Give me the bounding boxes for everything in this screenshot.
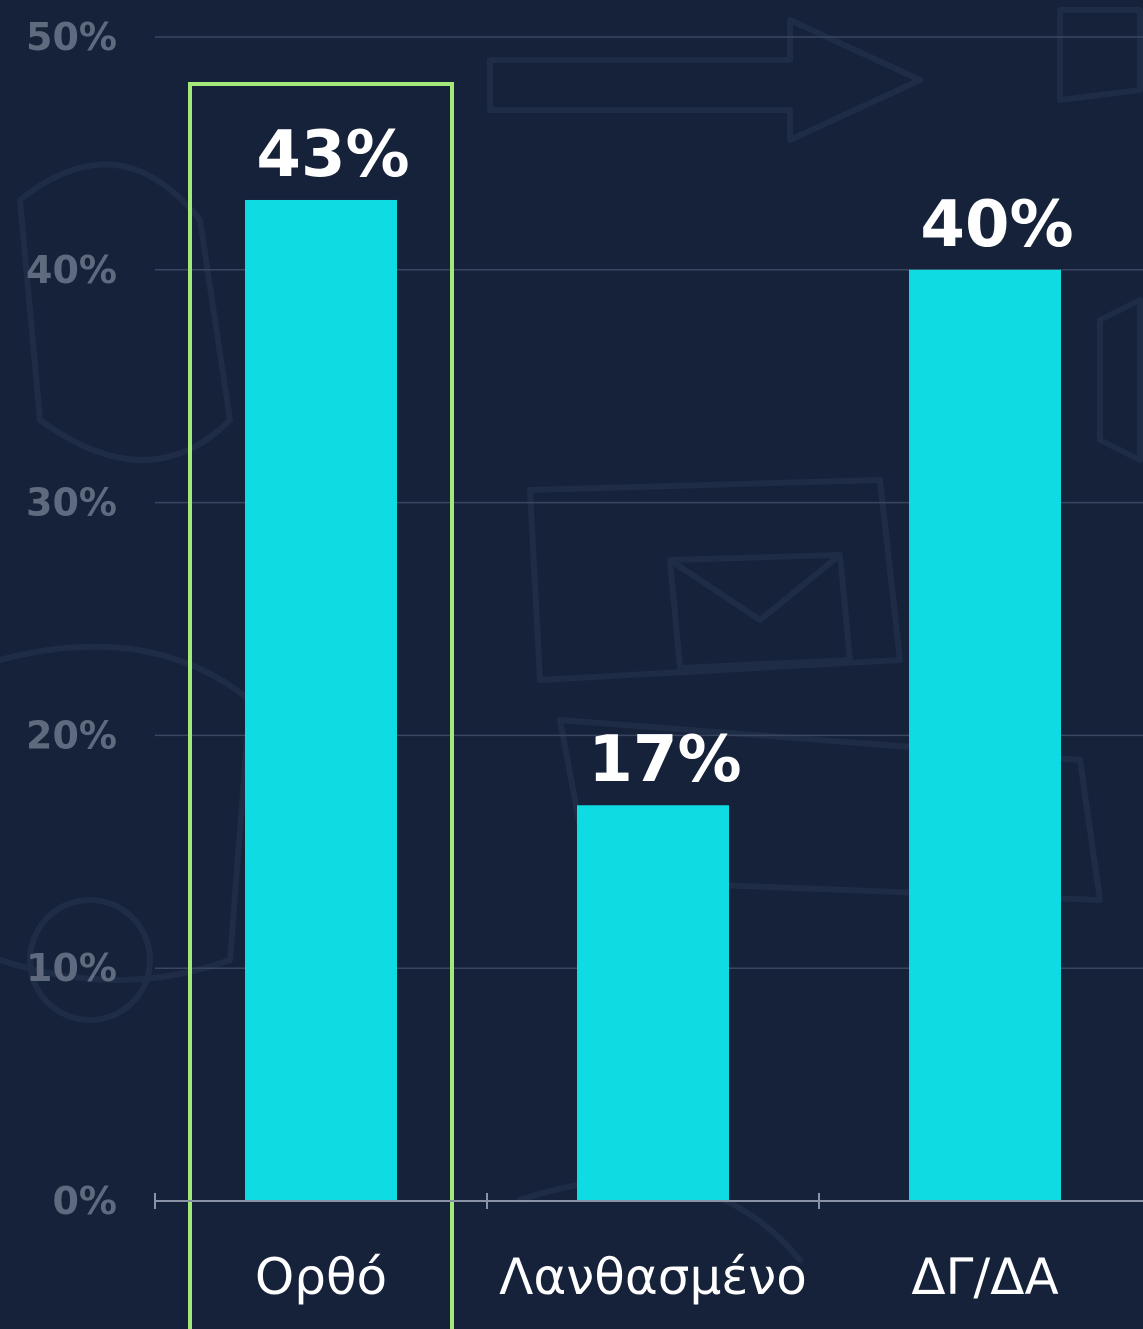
- y-axis-ticks: 0% 10% 20% 30% 40% 50%: [26, 15, 117, 1223]
- bar: [245, 200, 397, 1201]
- x-tick-label: Λανθασμένο: [499, 1248, 807, 1306]
- y-tick-label: 10%: [26, 946, 117, 990]
- bars: [245, 200, 1061, 1201]
- x-tick-label: ΔΓ/ΔΑ: [911, 1248, 1058, 1306]
- y-tick-label: 50%: [26, 15, 117, 59]
- y-tick-label: 30%: [26, 481, 117, 525]
- x-axis-labels: Ορθό Λανθασμένο ΔΓ/ΔΑ: [255, 1248, 1059, 1306]
- bar: [909, 270, 1061, 1201]
- bar: [577, 805, 729, 1201]
- data-label: 17%: [588, 723, 741, 797]
- y-tick-label: 20%: [26, 713, 117, 757]
- y-tick-label: 0%: [52, 1179, 117, 1223]
- x-tick-label: Ορθό: [255, 1248, 387, 1306]
- data-label: 43%: [256, 118, 409, 192]
- y-tick-label: 40%: [26, 248, 117, 292]
- data-label: 40%: [920, 188, 1073, 262]
